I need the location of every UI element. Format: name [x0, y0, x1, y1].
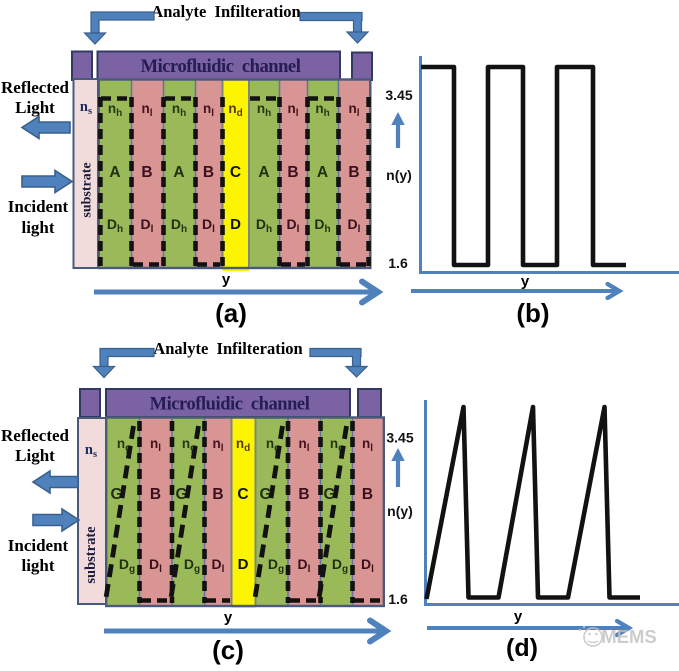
- svg-text:(d): (d): [506, 634, 538, 662]
- svg-text:Dl: Dl: [202, 216, 215, 235]
- svg-text:Dl: Dl: [287, 216, 300, 235]
- svg-text:Dl: Dl: [298, 556, 311, 575]
- svg-text:A: A: [109, 164, 120, 181]
- svg-text:D: D: [238, 556, 249, 573]
- svg-text:(a): (a): [215, 298, 247, 328]
- svg-text:Microfluidic channel: Microfluidic channel: [150, 395, 310, 415]
- svg-text:y: y: [521, 273, 530, 290]
- svg-text:nl: nl: [212, 436, 223, 454]
- svg-text:3.45: 3.45: [385, 87, 412, 103]
- svg-text:light: light: [21, 218, 54, 237]
- svg-text:n(y): n(y): [386, 167, 412, 183]
- svg-text:C: C: [237, 486, 248, 503]
- svg-text:nl: nl: [362, 436, 373, 454]
- svg-text:(b): (b): [516, 298, 549, 328]
- svg-text:B: B: [348, 164, 359, 181]
- svg-text:nl: nl: [298, 436, 309, 454]
- svg-text:B: B: [203, 164, 214, 181]
- svg-text:Dl: Dl: [149, 556, 162, 575]
- svg-text:A: A: [317, 164, 328, 181]
- svg-text:MEMS: MEMS: [601, 626, 657, 647]
- svg-text:light: light: [21, 556, 54, 575]
- svg-text:nl: nl: [203, 101, 214, 119]
- svg-text:Dl: Dl: [361, 556, 374, 575]
- svg-text:G: G: [175, 486, 187, 503]
- svg-text:Dl: Dl: [348, 216, 361, 235]
- svg-text:substrate: substrate: [83, 526, 99, 584]
- svg-text:(c): (c): [212, 635, 244, 665]
- svg-text:A: A: [258, 164, 269, 181]
- svg-text:Dl: Dl: [212, 556, 225, 575]
- svg-text:G: G: [259, 486, 271, 503]
- svg-text:D: D: [230, 216, 241, 233]
- svg-text:Microfluidic channel: Microfluidic channel: [141, 57, 301, 77]
- svg-text:B: B: [298, 486, 309, 503]
- svg-text:G: G: [110, 486, 122, 503]
- svg-text:B: B: [287, 164, 298, 181]
- svg-text:substrate: substrate: [80, 162, 95, 217]
- svg-text:Light: Light: [15, 446, 55, 465]
- svg-text:B: B: [150, 486, 161, 503]
- svg-text:Analyte Infilteration: Analyte Infilteration: [153, 339, 302, 358]
- svg-text:Reflected: Reflected: [1, 78, 70, 97]
- svg-text:Analyte Infilteration: Analyte Infilteration: [151, 2, 300, 21]
- svg-text:Light: Light: [15, 98, 55, 117]
- svg-text:y: y: [222, 271, 231, 288]
- svg-text:nl: nl: [287, 101, 298, 119]
- svg-text:nl: nl: [141, 101, 152, 119]
- svg-text:C: C: [230, 164, 241, 181]
- svg-text:1.6: 1.6: [388, 255, 408, 271]
- svg-text:nl: nl: [150, 436, 161, 454]
- svg-text:y: y: [514, 608, 523, 625]
- svg-text:nl: nl: [348, 101, 359, 119]
- svg-text:y: y: [224, 609, 233, 626]
- svg-text:B: B: [362, 486, 373, 503]
- svg-text:n(y): n(y): [387, 503, 413, 519]
- svg-text:1.6: 1.6: [388, 591, 408, 607]
- svg-text:A: A: [173, 164, 184, 181]
- svg-text:Reflected: Reflected: [1, 426, 70, 445]
- svg-text:B: B: [141, 164, 152, 181]
- svg-text:Incident: Incident: [8, 197, 69, 216]
- svg-text:Incident: Incident: [8, 536, 69, 555]
- svg-text:G: G: [323, 486, 335, 503]
- svg-text:B: B: [212, 486, 223, 503]
- svg-text:3.45: 3.45: [386, 430, 413, 446]
- svg-text:Dl: Dl: [141, 216, 154, 235]
